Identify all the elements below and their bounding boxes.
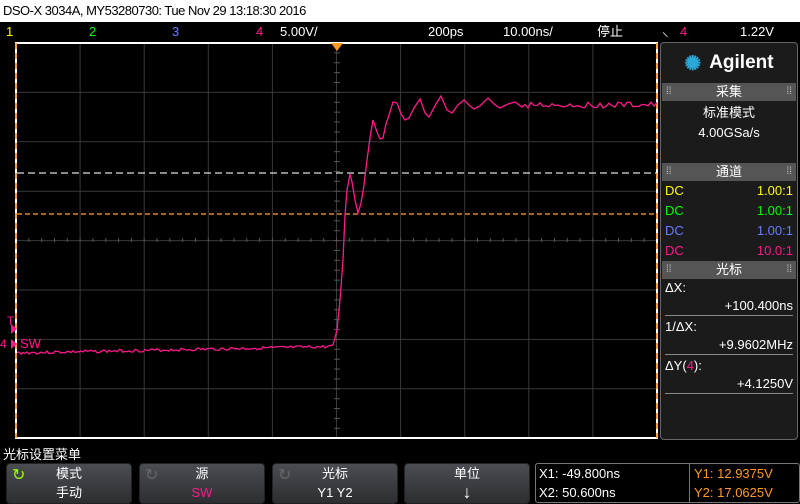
- rotate-knob-icon: ↻: [145, 467, 159, 484]
- y2-readout: Y2: 17.0625V: [694, 485, 773, 500]
- trigger-level: 1.22V: [740, 24, 774, 39]
- delta-x-label: ΔX:: [665, 280, 686, 295]
- waveform-display[interactable]: T 4 SW: [0, 41, 660, 441]
- channel-1-button[interactable]: 1: [6, 24, 14, 39]
- channel-4-marker[interactable]: 4: [0, 337, 7, 351]
- sample-rate: 4.00GSa/s: [698, 125, 760, 140]
- channel-4-trace: [16, 94, 658, 356]
- trigger-position-marker: [331, 43, 343, 51]
- time-delay: 200ps: [428, 24, 464, 39]
- x2-readout: X2: 50.600ns: [539, 485, 616, 500]
- cursor-readout: X1: -49.800ns X2: 50.600ns Y1: 12.9375V …: [535, 463, 800, 503]
- brand-logo: ✺ Agilent: [684, 52, 774, 75]
- channel-2-button[interactable]: 2: [89, 24, 97, 39]
- inverse-delta-x-value: +9.9602MHz: [665, 336, 793, 355]
- acquisition-mode: 标准模式: [702, 105, 755, 120]
- time-scale: 10.00ns/: [503, 24, 553, 39]
- trigger-level-marker: [11, 324, 17, 334]
- down-arrow-icon: ↓: [462, 482, 472, 502]
- inverse-delta-x-label: 1/ΔX:: [665, 319, 697, 334]
- channel-row-1: DC 1.00:1: [665, 183, 793, 198]
- source-softkey[interactable]: ↻ 源 SW: [139, 463, 265, 504]
- units-softkey[interactable]: 单位 ↓: [404, 463, 530, 504]
- graticule: [15, 42, 657, 438]
- status-bar: 1 2 3 4 5.00V/ 200ps 10.00ns/ 停止 ⸜ 4 1.2…: [0, 22, 800, 41]
- channel-label: SW: [20, 336, 41, 351]
- channels-header[interactable]: 通道: [662, 163, 796, 181]
- cursors-header[interactable]: 光标: [662, 261, 796, 279]
- trigger-marker-label: T: [7, 314, 15, 328]
- acquisition-header[interactable]: 采集: [662, 83, 796, 101]
- cursors-softkey[interactable]: ↻ 光标 Y1 Y2: [272, 463, 398, 504]
- ch4-scale: 5.00V/: [280, 24, 318, 39]
- agilent-spark-icon: ✺: [684, 52, 702, 75]
- menu-title: 光标设置菜单: [3, 447, 82, 462]
- side-panel: ✺ Agilent 采集 标准模式 4.00GSa/s 通道 DC1.00:1 …: [660, 42, 798, 440]
- delta-y-value: +4.1250V: [665, 375, 793, 394]
- x1-readout: X1: -49.800ns: [539, 466, 620, 481]
- rotate-knob-icon: ↻: [12, 467, 26, 484]
- window-title: DSO-X 3034A, MY53280730: Tue Nov 29 13:1…: [0, 0, 800, 22]
- channel-3-button[interactable]: 3: [172, 24, 180, 39]
- rotate-knob-icon: ↻: [278, 467, 292, 484]
- mode-softkey[interactable]: ↻ 模式 手动: [6, 463, 132, 504]
- delta-x-value: +100.400ns: [665, 297, 793, 316]
- channel-4-button[interactable]: 4: [256, 24, 264, 39]
- trigger-source: 4: [680, 24, 688, 39]
- run-state: 停止: [597, 24, 624, 39]
- channel-4-ground-marker: [11, 339, 17, 349]
- y1-readout: Y1: 12.9375V: [694, 466, 773, 481]
- delta-y-label: ΔY(4):: [665, 358, 702, 373]
- rising-edge-icon: ⸜: [662, 24, 669, 39]
- channel-row-2: DC 1.00:1: [665, 203, 793, 218]
- channel-row-4: DC 10.0:1: [665, 243, 793, 258]
- channel-row-3: DC 1.00:1: [665, 223, 793, 238]
